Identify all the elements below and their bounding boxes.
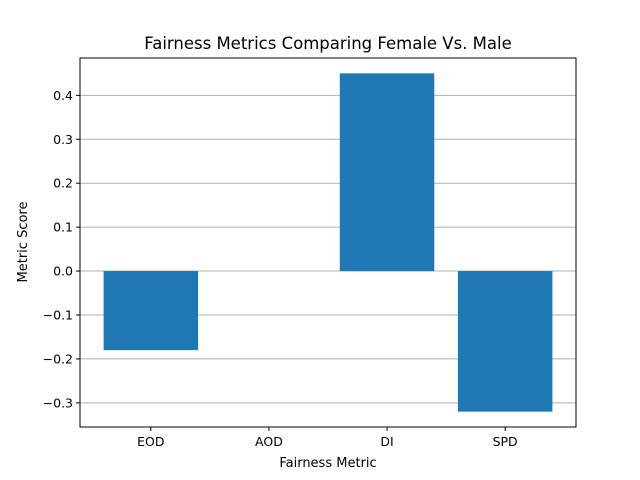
y-tick-label: 0.4	[53, 88, 73, 103]
chart-title: Fairness Metrics Comparing Female Vs. Ma…	[144, 34, 512, 53]
y-tick-label: −0.3	[43, 395, 73, 410]
y-tick-label: −0.1	[43, 307, 73, 322]
x-axis-ticks: EOD AOD DI SPD	[137, 427, 518, 449]
x-tick-label: DI	[380, 434, 393, 449]
plot-frame	[79, 57, 577, 428]
x-axis-label: Fairness Metric	[279, 456, 376, 471]
y-tick-label: 0.0	[53, 264, 73, 279]
x-tick-label: SPD	[493, 434, 518, 449]
y-tick-label: 0.2	[53, 176, 73, 191]
y-tick-label: 0.1	[53, 220, 73, 235]
y-tick-label: −0.2	[43, 351, 73, 366]
bar-eod	[103, 271, 199, 351]
y-axis-label: Metric Score	[16, 202, 31, 283]
bars	[103, 73, 553, 412]
y-tick-label: 0.3	[53, 132, 73, 147]
x-tick-label: EOD	[137, 434, 164, 449]
bar-di	[339, 73, 435, 272]
y-axis-ticks: −0.3 −0.2 −0.1 0.0 0.1 0.2 0.3 0.4	[43, 88, 80, 410]
bar-spd	[457, 271, 553, 412]
x-tick-label: AOD	[255, 434, 283, 449]
